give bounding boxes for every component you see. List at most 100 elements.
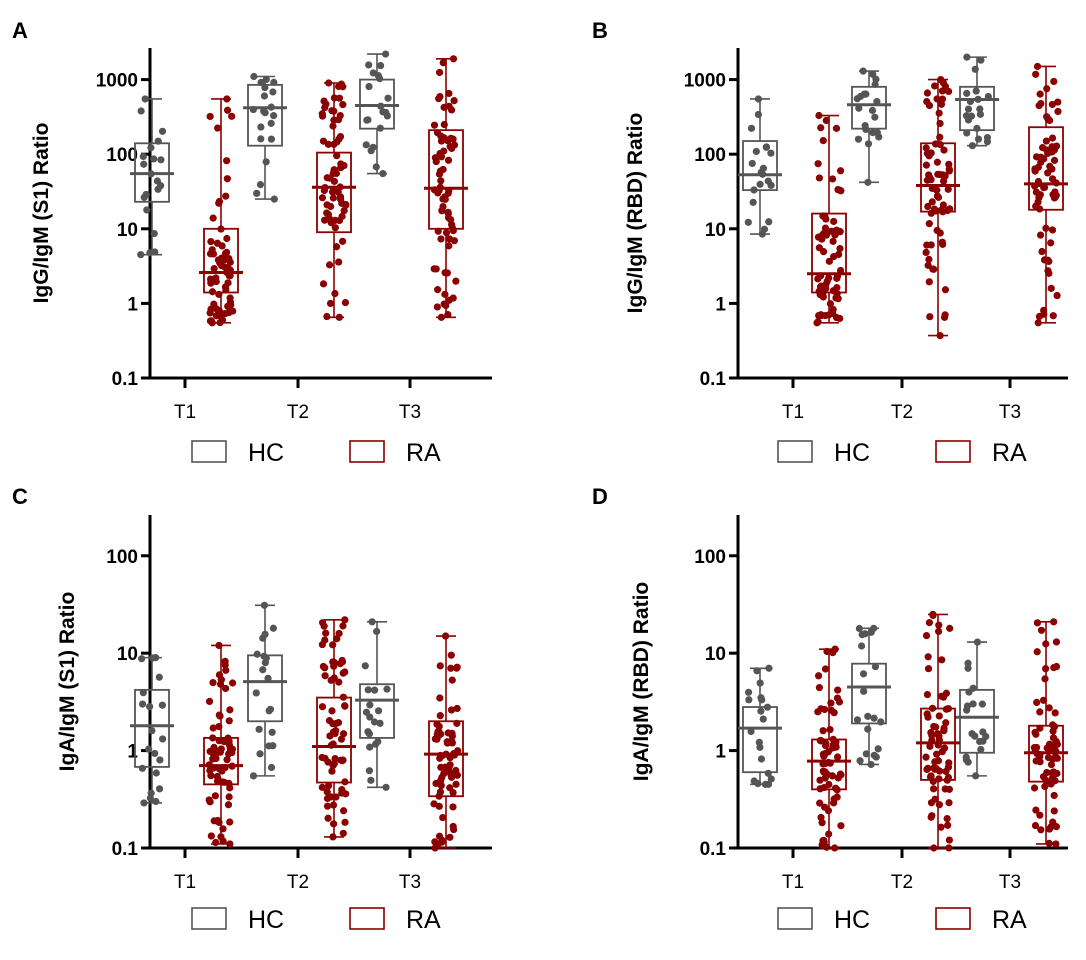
legend-label: RA xyxy=(992,906,1027,934)
data-point xyxy=(338,199,346,207)
data-point xyxy=(335,678,343,686)
data-point xyxy=(942,689,951,697)
data-point xyxy=(815,174,824,182)
data-point xyxy=(209,734,217,742)
data-point xyxy=(1048,134,1057,142)
data-point xyxy=(326,299,335,308)
data-point xyxy=(152,769,160,777)
y-tick-label: 1000 xyxy=(684,71,726,92)
data-point xyxy=(946,624,954,632)
data-point xyxy=(935,109,943,117)
data-point xyxy=(442,632,450,640)
data-point xyxy=(434,286,442,294)
data-point xyxy=(855,104,863,112)
data-point xyxy=(1031,167,1039,175)
data-point xyxy=(859,670,868,678)
data-point xyxy=(837,771,845,779)
data-point xyxy=(262,158,270,166)
data-point xyxy=(836,314,844,323)
data-point xyxy=(927,813,935,821)
y-tick-label: 100 xyxy=(106,145,138,166)
data-point xyxy=(261,659,269,667)
data-point xyxy=(979,728,987,736)
data-point xyxy=(453,771,461,779)
legend-item-ra: RA xyxy=(935,906,1027,934)
x-tick-label: T1 xyxy=(782,402,804,423)
data-point xyxy=(967,112,976,120)
data-point xyxy=(819,137,827,145)
data-point xyxy=(326,732,334,740)
box-hc-t3 xyxy=(955,638,999,780)
data-point xyxy=(433,129,442,137)
data-point xyxy=(257,135,265,143)
data-point xyxy=(861,630,869,638)
panel-a: A IgG/IgM (S1) Ratio 0.1 1 10 100 1000 T1 T2 T3 HC… xyxy=(12,18,492,467)
data-point xyxy=(857,642,866,650)
data-point xyxy=(923,89,932,97)
data-point xyxy=(322,629,330,637)
data-point xyxy=(935,621,943,629)
data-point xyxy=(826,300,835,308)
data-point xyxy=(1048,165,1056,173)
data-point xyxy=(826,725,834,734)
legend: HC RA xyxy=(191,439,441,467)
data-point xyxy=(862,125,870,134)
data-point xyxy=(439,813,447,822)
data-point xyxy=(1035,194,1043,202)
data-point xyxy=(330,674,338,682)
data-point xyxy=(754,110,762,119)
data-point xyxy=(945,844,953,852)
data-point xyxy=(225,254,233,263)
panel-letter: B xyxy=(592,18,608,43)
data-point xyxy=(332,720,340,728)
data-point xyxy=(823,647,831,656)
data-point xyxy=(143,206,151,214)
data-point xyxy=(215,197,224,206)
data-point xyxy=(318,783,326,791)
data-point xyxy=(437,313,445,321)
data-point xyxy=(755,738,763,746)
data-point xyxy=(452,277,460,285)
data-point xyxy=(928,704,937,712)
data-point xyxy=(366,713,374,721)
data-point xyxy=(868,106,877,115)
data-point xyxy=(260,92,269,100)
data-point xyxy=(253,189,261,197)
data-point xyxy=(444,156,453,164)
data-point xyxy=(923,710,931,718)
data-point xyxy=(1033,619,1042,627)
box-ra-t2 xyxy=(312,616,356,841)
data-point xyxy=(874,745,882,753)
data-point xyxy=(218,242,226,250)
data-point xyxy=(376,719,384,727)
data-point xyxy=(146,703,154,711)
data-point xyxy=(228,112,236,120)
data-point xyxy=(448,144,456,153)
data-point xyxy=(439,195,447,203)
x-tick-label: T1 xyxy=(782,872,804,893)
data-point xyxy=(269,624,277,632)
data-point xyxy=(1042,776,1050,784)
data-point xyxy=(207,772,215,780)
data-point xyxy=(267,763,276,772)
legend-swatch xyxy=(935,440,971,463)
data-point xyxy=(340,807,348,815)
data-point xyxy=(753,667,761,675)
data-point xyxy=(747,727,755,736)
data-point xyxy=(435,68,444,77)
data-point xyxy=(829,649,837,657)
data-point xyxy=(261,109,269,117)
data-point xyxy=(944,185,952,193)
data-point xyxy=(836,167,845,175)
data-point xyxy=(216,318,224,327)
data-point xyxy=(155,673,163,681)
data-point xyxy=(432,157,440,166)
data-point xyxy=(253,650,261,658)
data-point xyxy=(223,234,231,243)
legend-swatch xyxy=(777,440,813,463)
y-tick-label: 1 xyxy=(127,742,138,763)
legend-item-ra: RA xyxy=(935,439,1027,467)
y-tick-label: 10 xyxy=(117,220,138,241)
data-point xyxy=(817,232,825,240)
box-ra-t1 xyxy=(807,645,851,852)
